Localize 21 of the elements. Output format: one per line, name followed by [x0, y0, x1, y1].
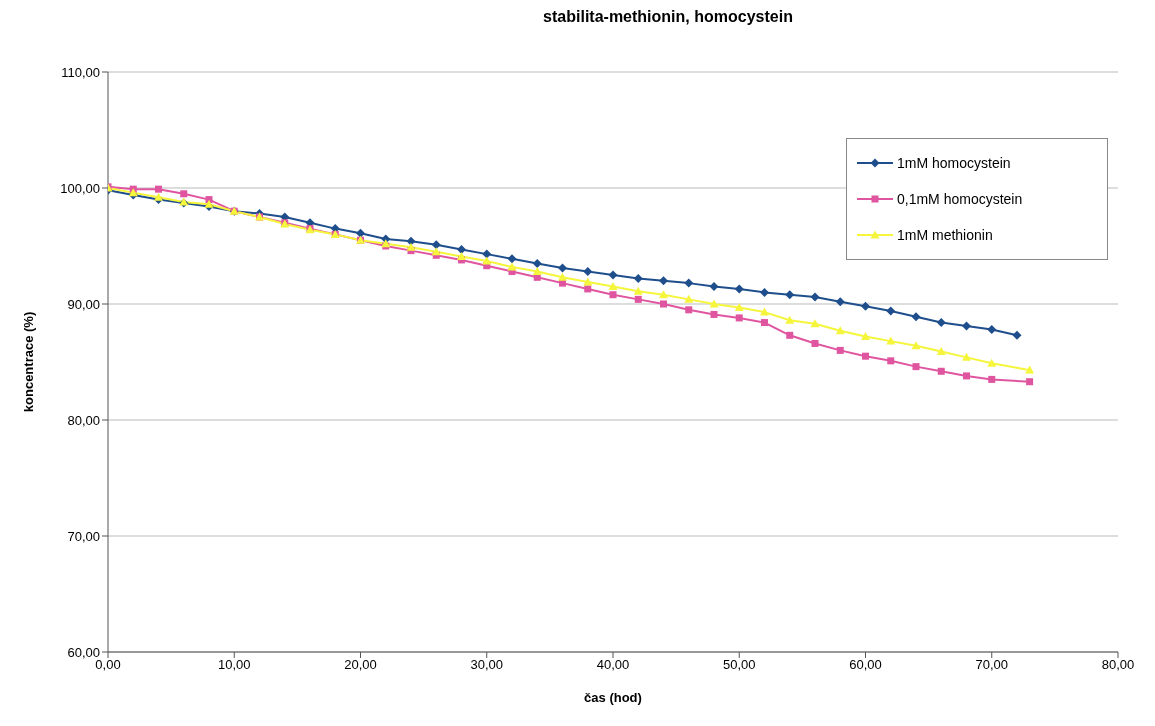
y-tick-label: 110,00 [61, 64, 100, 80]
x-tick-label: 0,00 [95, 657, 121, 673]
y-tick-label: 100,00 [60, 180, 100, 196]
y-tick-label: 70,00 [67, 528, 100, 544]
x-tick-label: 20,00 [344, 657, 377, 673]
y-tick-label: 90,00 [67, 296, 100, 312]
legend-label: 1mM homocystein [897, 155, 1011, 171]
y-tick-label: 80,00 [67, 412, 100, 428]
x-tick-label: 80,00 [1101, 657, 1135, 673]
y-axis-title: koncentrace (%) [20, 311, 36, 413]
x-tick-label: 30,00 [470, 657, 504, 673]
legend-label: 1mM methionin [897, 227, 993, 243]
x-tick-label: 70,00 [975, 657, 1009, 673]
legend-label: 0,1mM homocystein [897, 191, 1023, 207]
x-tick-label: 60,00 [849, 657, 882, 673]
y-tick-label: 60,00 [67, 644, 100, 660]
x-tick-label: 10,00 [217, 657, 251, 673]
x-tick-label: 50,00 [722, 657, 756, 673]
x-axis-title: čas (hod) [584, 690, 642, 705]
x-tick-label: 40,00 [596, 657, 630, 673]
chart-title: stabilita-methionin, homocystein [542, 8, 794, 27]
